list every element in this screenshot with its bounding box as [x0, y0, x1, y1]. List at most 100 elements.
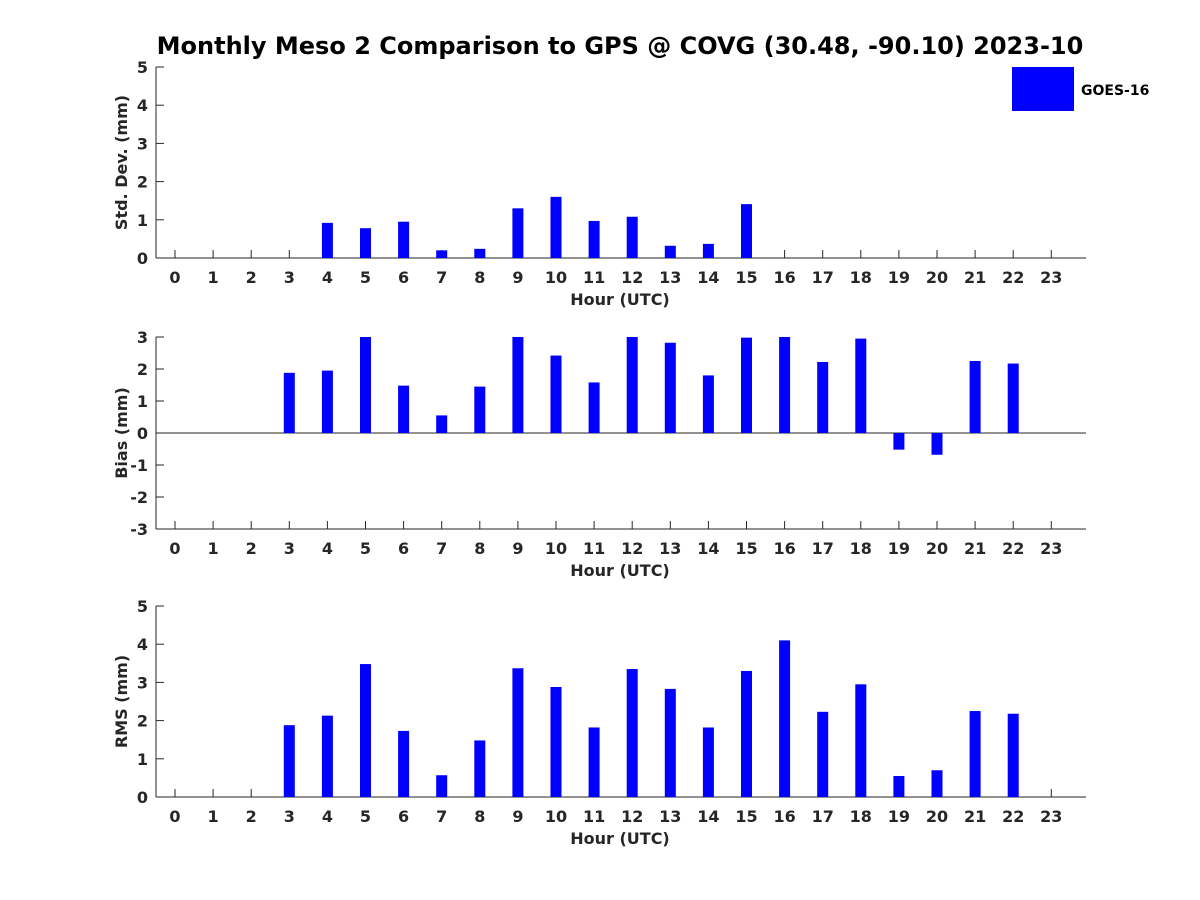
- x-tick-label: 17: [812, 268, 834, 287]
- bar: [779, 640, 791, 797]
- bar: [512, 208, 524, 258]
- bar: [550, 355, 562, 433]
- bar: [588, 382, 600, 433]
- bar: [550, 686, 562, 797]
- x-axis-label: Hour (UTC): [570, 829, 670, 848]
- bar: [360, 228, 371, 258]
- y-tick-label: 2: [137, 712, 148, 731]
- x-tick-label: 5: [360, 268, 371, 287]
- y-tick-label: 4: [137, 96, 148, 115]
- bar: [512, 668, 524, 797]
- x-tick-label: 1: [208, 807, 219, 826]
- x-tick-label: 19: [888, 807, 910, 826]
- bar: [436, 415, 448, 433]
- x-tick-label: 18: [850, 268, 872, 287]
- chart-title: Monthly Meso 2 Comparison to GPS @ COVG …: [157, 32, 1084, 60]
- bar: [321, 222, 333, 258]
- x-tick-label: 23: [1040, 807, 1062, 826]
- y-axis-label: Bias (mm): [112, 387, 131, 479]
- bar: [626, 337, 638, 433]
- x-tick-label: 20: [926, 807, 948, 826]
- x-tick-label: 13: [659, 539, 681, 558]
- x-tick-label: 4: [322, 268, 333, 287]
- bar: [664, 342, 676, 433]
- bar: [741, 204, 752, 258]
- y-tick-label: 5: [137, 597, 148, 616]
- x-tick-label: 3: [284, 807, 295, 826]
- x-tick-label: 2: [246, 268, 257, 287]
- y-tick-label: 5: [137, 58, 148, 77]
- y-tick-label: 0: [137, 249, 148, 268]
- x-tick-label: 6: [398, 539, 409, 558]
- bar: [969, 711, 981, 797]
- x-tick-label: 3: [284, 268, 295, 287]
- x-tick-label: 19: [888, 268, 910, 287]
- x-tick-label: 2: [246, 539, 257, 558]
- bar: [474, 386, 486, 433]
- bar: [398, 730, 410, 797]
- bar: [626, 216, 638, 258]
- bar: [893, 775, 905, 797]
- x-tick-label: 2: [246, 807, 257, 826]
- x-tick-label: 16: [773, 807, 795, 826]
- x-tick-label: 13: [659, 807, 681, 826]
- y-tick-label: 1: [137, 392, 148, 411]
- x-tick-label: 10: [545, 268, 567, 287]
- y-tick-label: 0: [137, 788, 148, 807]
- x-tick-label: 11: [583, 807, 605, 826]
- x-axis-label: Hour (UTC): [570, 290, 670, 309]
- x-tick-label: 20: [926, 539, 948, 558]
- bar: [664, 245, 676, 258]
- x-tick-label: 7: [436, 539, 447, 558]
- bar: [855, 684, 867, 797]
- bar: [702, 727, 714, 797]
- x-tick-label: 20: [926, 268, 948, 287]
- x-tick-label: 0: [169, 268, 180, 287]
- bar: [855, 338, 867, 433]
- bar: [893, 433, 905, 450]
- y-tick-label: 2: [137, 173, 148, 192]
- x-tick-label: 5: [360, 807, 371, 826]
- x-axis-label: Hour (UTC): [570, 561, 670, 580]
- bar: [817, 361, 829, 433]
- bar: [931, 433, 943, 455]
- x-tick-label: 7: [436, 268, 447, 287]
- legend-swatch: [1012, 67, 1074, 111]
- x-tick-label: 1: [208, 539, 219, 558]
- x-tick-label: 9: [512, 268, 523, 287]
- x-tick-label: 0: [169, 807, 180, 826]
- bar: [664, 688, 676, 797]
- x-tick-label: 4: [322, 539, 333, 558]
- x-tick-label: 10: [545, 539, 567, 558]
- bar: [588, 220, 600, 258]
- bar: [321, 370, 333, 433]
- bar: [474, 248, 486, 258]
- x-tick-label: 0: [169, 539, 180, 558]
- x-tick-label: 18: [850, 539, 872, 558]
- x-tick-label: 22: [1002, 539, 1024, 558]
- bar: [550, 196, 562, 258]
- x-tick-label: 14: [697, 539, 719, 558]
- x-tick-label: 5: [360, 539, 371, 558]
- y-tick-label: 3: [137, 673, 148, 692]
- x-tick-label: 1: [208, 268, 219, 287]
- bar: [626, 669, 638, 797]
- bar: [1007, 363, 1019, 433]
- x-tick-label: 18: [850, 807, 872, 826]
- x-tick-label: 8: [474, 539, 485, 558]
- bar: [360, 664, 371, 797]
- bar: [321, 715, 333, 797]
- x-tick-label: 7: [436, 807, 447, 826]
- x-tick-label: 17: [812, 539, 834, 558]
- x-tick-label: 12: [621, 539, 643, 558]
- bar: [283, 372, 295, 433]
- x-tick-label: 6: [398, 268, 409, 287]
- x-tick-label: 21: [964, 539, 986, 558]
- x-tick-label: 21: [964, 807, 986, 826]
- x-tick-label: 12: [621, 807, 643, 826]
- bar: [1007, 713, 1019, 797]
- bar: [512, 337, 524, 433]
- x-tick-label: 13: [659, 268, 681, 287]
